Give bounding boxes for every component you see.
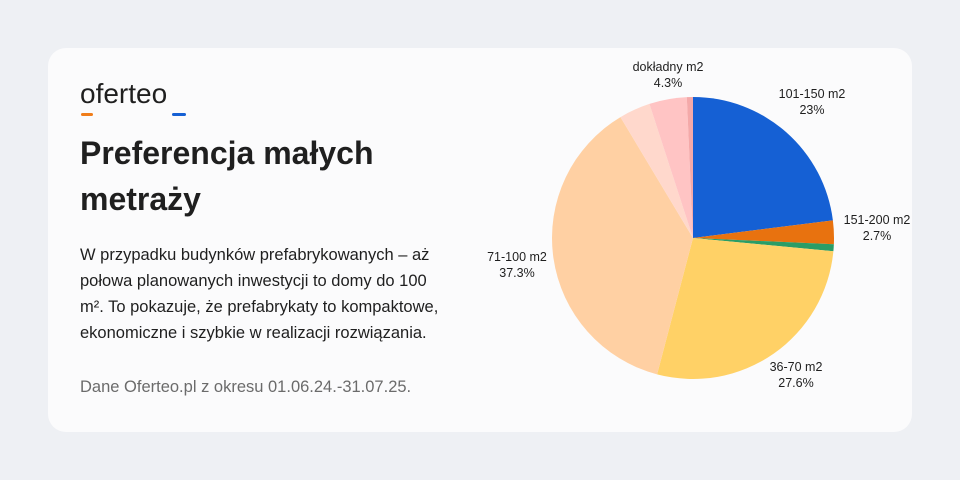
oferteo-logo: oferteo bbox=[80, 78, 186, 116]
slice-value-label-1: 2.7% bbox=[863, 229, 892, 243]
slice-label-6: dokładny m2 bbox=[633, 60, 704, 74]
slice-label-1: 151-200 m2 bbox=[844, 213, 911, 227]
pie-slice-5 bbox=[620, 103, 693, 239]
page-title: Preferencja małych metraży bbox=[80, 135, 374, 217]
slice-label-0: 101-150 m2 bbox=[779, 87, 846, 101]
slice-label-4: 71-100 m2 bbox=[487, 250, 547, 264]
slice-value-label-3: 27.6% bbox=[778, 376, 813, 390]
pie-slice-3 bbox=[657, 238, 834, 380]
slice-value-label-6: 4.3% bbox=[654, 76, 683, 90]
pie-slice-1 bbox=[693, 220, 834, 245]
description-text: W przypadku budynków prefabrykowanych – … bbox=[80, 246, 439, 342]
pie-slices bbox=[551, 97, 834, 380]
pie-slice-2 bbox=[693, 238, 834, 252]
logo-accent-orange bbox=[81, 113, 93, 116]
pie-slice-0 bbox=[693, 97, 833, 238]
pie-labels: 101-150 m2 23% 151-200 m2 2.7% 36-70 m2 27.6%… bbox=[487, 60, 910, 390]
logo-accent-blue bbox=[172, 113, 186, 116]
slice-value-label-4: 37.3% bbox=[499, 266, 534, 280]
pie-slice-6 bbox=[649, 97, 693, 238]
slice-value-label-0: 23% bbox=[799, 103, 824, 117]
slice-label-3: 36-70 m2 bbox=[770, 360, 823, 374]
pie-slice-7 bbox=[686, 97, 693, 238]
logo-text: oferteo bbox=[80, 78, 168, 109]
pie-slice-4 bbox=[551, 117, 693, 375]
source-note: Dane Oferteo.pl z okresu 01.06.24.-31.07… bbox=[80, 378, 412, 396]
